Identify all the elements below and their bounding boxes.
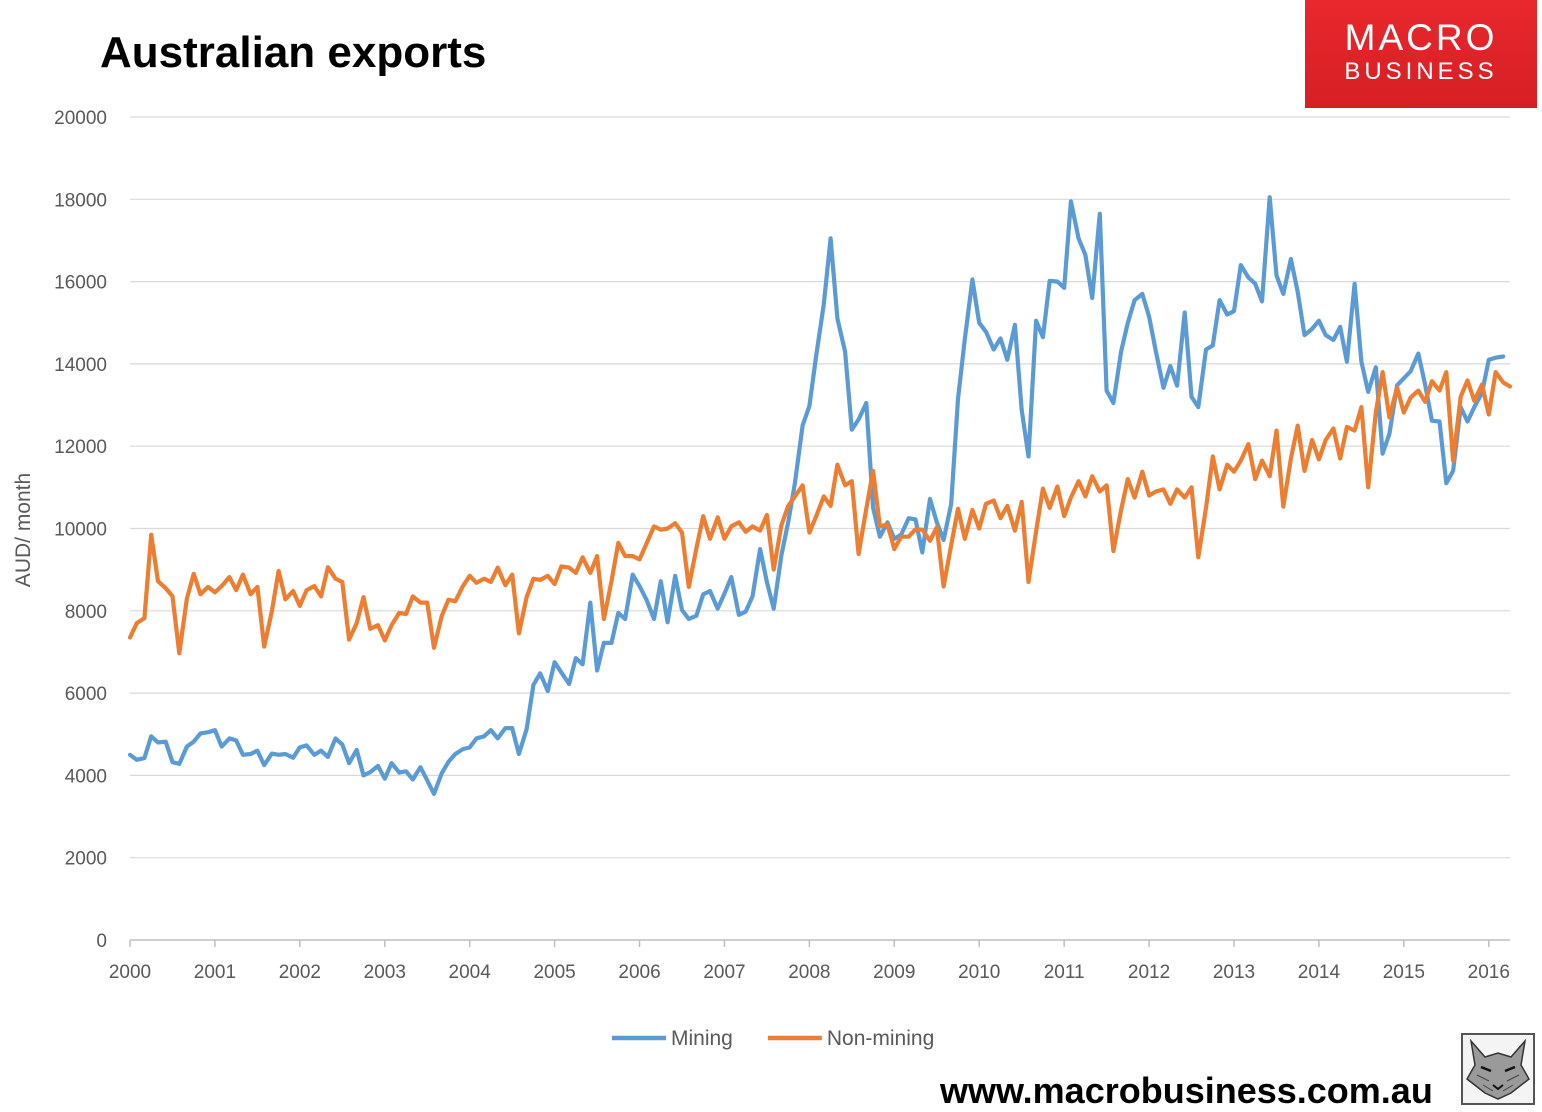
x-tick-label: 2013 [1213,962,1255,983]
x-tick-label: 2002 [279,962,321,983]
x-tick-label: 2010 [958,962,1000,983]
series-line-non-mining [127,370,1513,656]
x-tick-label: 2005 [533,962,575,983]
y-tick-label: 0 [96,931,107,952]
x-tick-label: 2009 [873,962,915,983]
logo-line-2: BUSINESS [1344,58,1498,85]
legend-label: Non-mining [827,1027,934,1050]
logo-line-1: MACRO [1344,17,1498,58]
x-tick-label: 2015 [1383,962,1425,983]
y-axis-label: AUD/ month [12,473,35,587]
y-tick-label: 20000 [54,108,107,129]
x-tick-label: 2008 [788,962,830,983]
x-tick-label: 2014 [1298,962,1341,983]
x-tick-label: 2012 [1128,962,1170,983]
y-tick-label: 16000 [54,273,107,294]
x-tick-label: 2007 [703,962,745,983]
x-tick-label: 2011 [1044,962,1085,983]
y-tick-label: 4000 [65,766,107,787]
y-axis-ticks: 0 2000 4000 6000 8000 10000 12000 14000 16000 180… [54,108,107,952]
y-tick-label: 2000 [65,849,107,870]
x-tick-label: 2003 [364,962,406,983]
x-tick-label: 2000 [109,962,151,983]
y-tick-label: 8000 [65,602,107,623]
legend: Mining Non-mining [612,1027,934,1050]
y-tick-label: 14000 [54,355,107,376]
x-tick-label: 2001 [194,962,236,983]
x-tick-label: 2006 [618,962,660,983]
x-axis: 2000 2001 2002 2003 2004 2005 2006 2007 2008 2009… [109,939,1510,983]
chart-title: Australian exports [100,28,487,77]
y-tick-label: 12000 [54,437,107,458]
y-tick-label: 18000 [54,190,107,211]
legend-label: Mining [671,1027,733,1050]
y-tick-label: 10000 [54,520,107,541]
website-url[interactable]: www.macrobusiness.com.au [940,1070,1433,1111]
x-tick-label: 2004 [449,962,492,983]
macrobusiness-logo: MACRO BUSINESS [1305,0,1537,108]
gridlines [130,116,1510,859]
wolf-logo-icon [1461,1033,1535,1105]
x-tick-label: 2016 [1468,962,1510,983]
series-line-mining [127,195,1506,796]
series-lines [127,195,1513,796]
wolf-face-icon [1466,1038,1530,1100]
y-tick-label: 6000 [65,684,107,705]
